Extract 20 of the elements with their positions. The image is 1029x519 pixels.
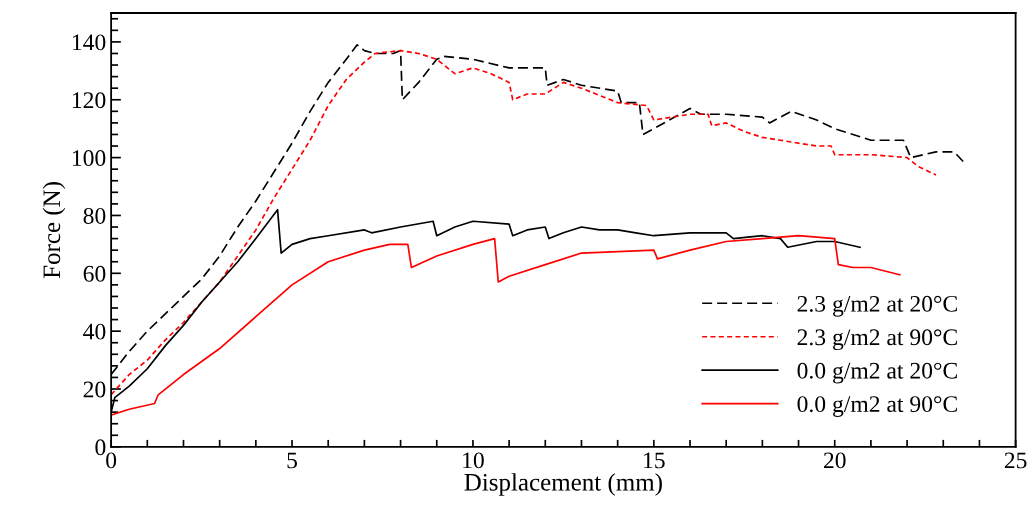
y-tick-label: 120 — [72, 92, 106, 109]
x-tick-label: 5 — [287, 452, 298, 469]
y-tick-label: 40 — [83, 323, 106, 340]
legend-label: 2.3 g/m2 at 20°C — [797, 295, 957, 317]
y-tick-label: 140 — [72, 34, 106, 51]
x-tick-label: 10 — [463, 452, 484, 469]
y-tick-label: 0 — [95, 439, 106, 456]
x-axis-title: Displacement (mm) — [464, 473, 662, 496]
legend-label: 2.3 g/m2 at 90°C — [797, 329, 957, 351]
y-tick-label: 80 — [83, 207, 106, 224]
x-tick-label: 20 — [823, 452, 846, 469]
y-axis-title: Force (N) — [42, 182, 66, 279]
y-tick-label: 100 — [72, 150, 106, 167]
y-tick-label: 60 — [83, 265, 106, 282]
legend-label: 0.0 g/m2 at 90°C — [797, 396, 957, 417]
legend-label: 0.0 g/m2 at 20°C — [797, 362, 957, 384]
x-tick-label: 25 — [1004, 452, 1027, 469]
x-tick-label: 0 — [106, 452, 117, 469]
x-tick-label: 15 — [644, 452, 665, 469]
y-tick-label: 20 — [83, 381, 106, 398]
